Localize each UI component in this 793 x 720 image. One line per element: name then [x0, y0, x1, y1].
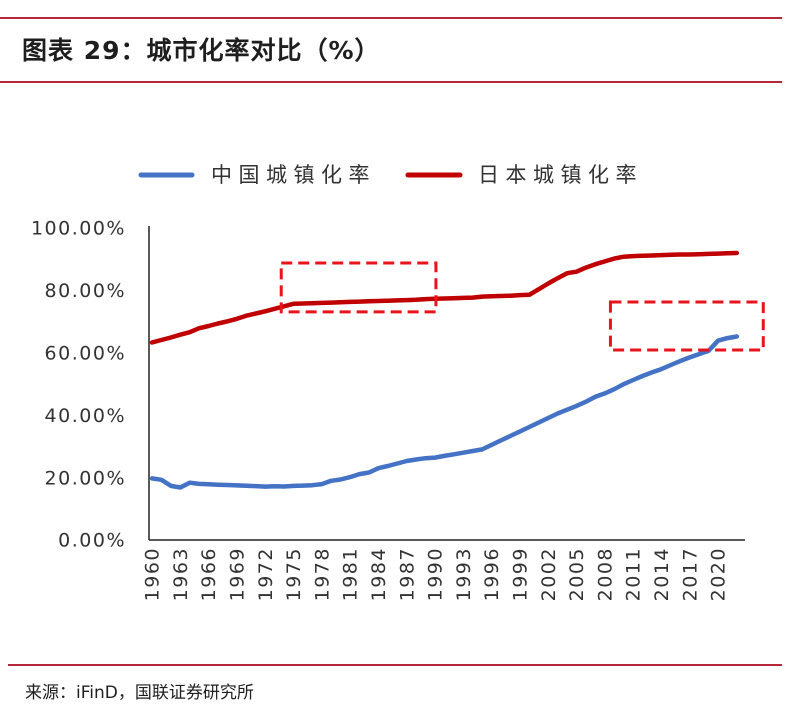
y-tick-label: 100.00%: [31, 218, 126, 240]
x-axis-tick-labels: 1960 1963 1966 1969 1972 1975 1978 1981 1984 1987…: [142, 547, 730, 601]
legend-label-japan: 日本城镇化率: [478, 163, 643, 187]
y-tick-label: 60.00%: [45, 342, 126, 364]
x-tick-label: 1966: [198, 547, 220, 601]
highlight-boxes: [279, 261, 765, 352]
source-note: 来源：iFinD，国联证券研究所: [25, 683, 254, 703]
series-line-japan: [149, 250, 740, 345]
x-tick-label: 2002: [538, 547, 560, 601]
series-lines: [149, 250, 740, 490]
y-tick-label: 20.00%: [45, 467, 126, 489]
x-tick-label: 1972: [255, 547, 277, 601]
x-tick-label: 1990: [425, 547, 447, 601]
x-tick-label: 2014: [651, 547, 673, 601]
x-tick-label: 1960: [142, 547, 164, 601]
x-tick-label: 2008: [594, 547, 616, 601]
x-tick-label: 1963: [170, 547, 192, 601]
x-tick-label: 2011: [623, 547, 645, 601]
bottom-rule: [8, 664, 782, 666]
y-tick-label: 80.00%: [45, 280, 126, 302]
top-rule: [0, 17, 782, 19]
highlight-box-2: [608, 300, 765, 352]
highlight-box-1: [279, 261, 438, 314]
x-tick-label: 1993: [453, 547, 475, 601]
legend-label-china: 中国城镇化率: [211, 163, 376, 187]
y-axis-tick-labels: 0.00% 20.00% 40.00% 60.00% 80.00% 100.00%: [31, 218, 126, 552]
legend: 中国城镇化率 日本城镇化率: [138, 163, 643, 187]
x-tick-label: 1987: [396, 547, 418, 601]
x-tick-label: 2005: [566, 547, 588, 601]
x-tick-label: 1975: [283, 547, 305, 601]
x-tick-label: 1996: [481, 547, 503, 601]
x-tick-label: 1984: [368, 547, 390, 601]
x-tick-label: 2017: [679, 547, 701, 601]
x-tick-label: 1999: [510, 547, 532, 601]
x-tick-label: 2020: [708, 547, 730, 601]
title-rule: [0, 81, 782, 83]
x-tick-label: 1978: [311, 547, 333, 601]
x-tick-label: 1981: [340, 547, 362, 601]
series-line-china: [149, 334, 740, 490]
y-tick-label: 40.00%: [45, 405, 126, 427]
chart-title: 图表 29：城市化率对比（%）: [22, 36, 381, 65]
x-tick-label: 1969: [227, 547, 249, 601]
y-tick-label: 0.00%: [58, 530, 126, 552]
